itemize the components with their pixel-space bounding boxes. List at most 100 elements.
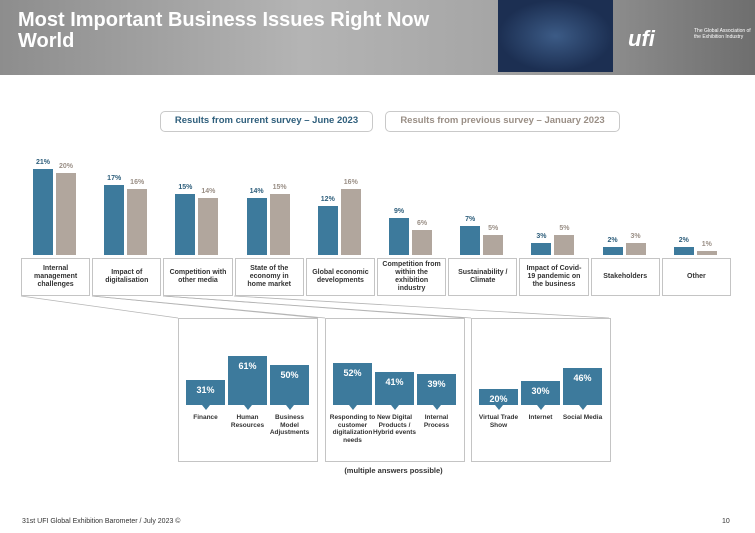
bar [412,230,432,255]
value-label: 3% [630,232,641,240]
value-label: 12% [320,195,335,203]
category-label: Competition from within the exhibition i… [377,258,447,296]
value-label: 16% [130,179,145,187]
category-label: Finance [193,414,218,421]
footer-source: 31st UFI Global Exhibition Barometer / J… [22,518,181,525]
value-label: 15% [178,183,193,191]
category-label: Sustainability / Climate [448,258,518,296]
category-label: Competition with other media [163,258,233,296]
value-label: 20% [489,394,508,404]
category-label: Impact of digitalisation [92,258,162,296]
bar-pointer [578,405,587,410]
logo-tagline: The Global Association of the Exhibition… [694,28,751,40]
bar [198,197,219,255]
bar [33,168,53,255]
value-label: 15% [272,183,287,191]
value-label: 7% [465,216,476,224]
bar [127,189,148,255]
category-label: Other [661,258,731,296]
bar [270,365,309,405]
value-label: 2% [607,236,618,244]
logo: ufi [628,26,655,51]
value-label: 31% [196,385,215,396]
bar-pointer [494,405,503,410]
bar [228,356,267,405]
category-label: Responding to customer digitalization ne… [329,414,376,444]
value-label: 39% [427,378,446,389]
category-label: Human Resources [230,414,265,429]
bar [483,234,504,255]
value-label: 21% [35,158,50,166]
value-label: 16% [343,179,358,187]
value-label: 5% [559,224,570,232]
bar-pointer [243,405,252,410]
slide-title: Most Important Business Issues Right Now… [18,9,430,52]
bar [521,381,560,405]
bar [696,250,717,255]
category-label: Business Model Adjustments [269,414,310,436]
page-number: 10 [722,518,730,525]
legend-entry: Results from previous survey – January 2… [385,111,620,132]
value-label: 61% [238,361,257,372]
category-label: Global economic developments [305,258,375,296]
category-label: Internet [528,414,553,421]
bar [269,193,290,255]
category-label: Virtual Trade Show [478,414,519,429]
bar [417,373,456,405]
bar [104,185,125,255]
bar [333,363,372,405]
panel [471,318,611,462]
bar [317,205,338,255]
note: (multiple answers possible) [344,466,443,475]
category-label: Social Media [562,414,603,421]
bar-pointer [432,405,441,410]
panel [178,318,318,462]
header-band [0,0,755,75]
bar [186,380,225,405]
bar [602,246,623,255]
value-label: 50% [280,370,299,380]
value-label: 41% [385,377,404,388]
value-label: 52% [343,368,362,379]
bar-pointer [201,405,210,410]
bar [479,389,518,405]
value-label: 2% [678,236,689,244]
value-label: 5% [488,224,499,232]
bar-pointer [285,405,294,410]
value-label: 14% [201,187,216,195]
bar [56,173,76,255]
category-label: Impact of Covid-19 pandemic on the busin… [519,258,589,296]
bar-pointer [348,405,357,410]
bar [563,368,602,405]
panel [325,318,465,462]
category-label: Internal Process [423,414,450,429]
value-label: 1% [701,240,712,248]
bar [625,242,646,255]
bar-pointer [390,405,399,410]
value-label: 6% [416,220,428,228]
bar [389,218,409,255]
value-label: 20% [58,163,73,170]
bar-pointer [536,405,545,410]
value-label: 14% [249,187,264,195]
value-label: 17% [107,175,122,183]
category-label: New Digital Products / Hybrid events [373,414,416,436]
bar [175,193,196,255]
bar [460,226,481,255]
bar [531,242,552,255]
value-label: 3% [536,232,547,240]
bar [673,246,694,255]
value-label: 46% [573,373,592,384]
category-label: State of the economy in home market [234,258,304,296]
bar [340,189,361,255]
legend-entry: Results from current survey – June 2023 [160,111,373,132]
bar [246,197,267,255]
bar [375,372,414,405]
world-map [498,0,613,72]
category-label: Internal management challenges [21,258,91,296]
value-label: 9% [393,208,405,216]
value-label: 30% [531,386,550,396]
bar [554,234,575,255]
